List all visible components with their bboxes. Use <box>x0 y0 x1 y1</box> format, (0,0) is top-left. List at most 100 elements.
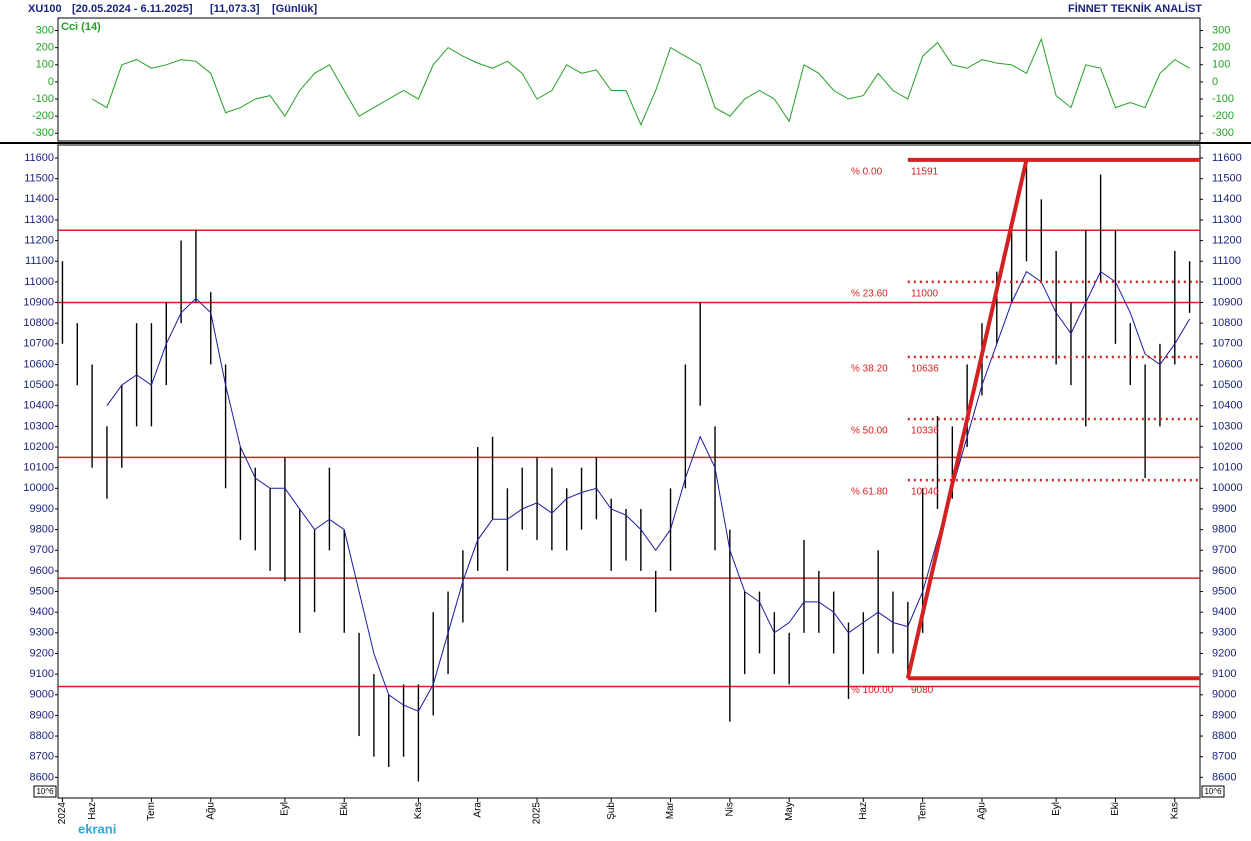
y-tick-label: 300 <box>1212 24 1230 36</box>
y-tick-label: 10300 <box>23 420 54 432</box>
y-tick-label: 11000 <box>24 276 54 288</box>
y-tick-label: 8700 <box>1212 751 1236 763</box>
fib-percent: % 50.00 <box>851 426 888 437</box>
y-tick-label: 9200 <box>1212 647 1236 659</box>
y-tick-label: 10000 <box>1212 482 1243 494</box>
source: FİNNET TEKNİK ANALİST <box>1068 2 1202 15</box>
y-tick-label: 9700 <box>1212 544 1236 556</box>
scale-note: 10^6 <box>1204 787 1222 796</box>
x-tick-label: 2025 <box>532 802 543 825</box>
fib-value: 10336 <box>911 426 939 437</box>
trend-line <box>905 159 1029 679</box>
y-tick-label: 10000 <box>23 482 54 494</box>
y-tick-label: 9900 <box>1212 503 1236 515</box>
y-tick-label: 9100 <box>30 668 54 680</box>
y-tick-label: 9300 <box>1212 627 1236 639</box>
scale-box <box>33 785 57 798</box>
y-tick-label: 8900 <box>1212 709 1236 721</box>
y-tick-label: 11500 <box>24 173 54 185</box>
y-tick-label: 10200 <box>23 441 54 453</box>
y-tick-label: 8700 <box>30 751 54 763</box>
y-tick-label: 11000 <box>1212 276 1242 288</box>
y-tick-label: 10300 <box>1212 420 1243 432</box>
y-tick-label: 9800 <box>30 524 54 536</box>
x-tick-label: Mar <box>665 801 676 819</box>
y-tick-label: -300 <box>1212 127 1234 139</box>
last-price: [11,073.3] <box>210 3 260 15</box>
y-tick-label: 8800 <box>1212 730 1236 742</box>
y-tick-label: 10900 <box>23 296 54 308</box>
y-tick-label: 10800 <box>1212 317 1243 329</box>
x-tick-label: Eki <box>339 802 350 816</box>
x-tick-label: Ağu <box>205 802 216 820</box>
price-panel <box>57 144 1201 799</box>
y-tick-label: 9500 <box>1212 585 1236 597</box>
fib-percent: % 0.00 <box>851 167 883 178</box>
y-tick-label: 10400 <box>23 400 54 412</box>
x-tick-label: Eki <box>1110 802 1121 816</box>
symbol: XU100 <box>28 3 62 15</box>
y-tick-label: 11500 <box>1212 173 1242 185</box>
fib-percent: % 100.00 <box>851 685 894 696</box>
fib-value: 10636 <box>911 364 939 375</box>
y-tick-label: 10600 <box>23 358 54 370</box>
x-tick-label: Ara <box>472 802 483 818</box>
y-tick-label: 8600 <box>1212 771 1236 783</box>
fib-value: 9080 <box>911 685 934 696</box>
x-tick-label: Şub <box>606 802 617 820</box>
y-tick-label: 9200 <box>30 647 54 659</box>
cci-panel <box>57 17 1201 142</box>
y-tick-label: 9600 <box>1212 565 1236 577</box>
y-tick-label: 9300 <box>30 627 54 639</box>
x-tick-label: Kas <box>413 802 424 819</box>
moving-average <box>106 270 1191 712</box>
y-tick-label: 10100 <box>1212 462 1243 474</box>
x-tick-label: Tem <box>146 802 157 821</box>
y-tick-label: 11600 <box>1212 152 1242 164</box>
fib-percent: % 38.20 <box>851 364 888 375</box>
y-tick-label: 10200 <box>1212 441 1243 453</box>
y-tick-label: 10700 <box>23 338 54 350</box>
y-tick-label: 11100 <box>25 255 54 267</box>
x-tick-label: Eyl <box>280 802 291 816</box>
y-tick-label: 100 <box>1212 59 1230 71</box>
y-tick-label: 200 <box>1212 42 1230 54</box>
fib-value: 11000 <box>911 289 939 300</box>
y-tick-label: 0 <box>1212 76 1218 88</box>
y-tick-label: 11300 <box>24 214 54 226</box>
period: [20.05.2024 - 6.11.2025] <box>72 3 193 15</box>
y-tick-label: 11400 <box>1212 193 1242 205</box>
y-tick-label: 100 <box>36 59 54 71</box>
x-tick-label: Haz <box>858 802 869 820</box>
fib-value: 10040 <box>911 487 939 498</box>
y-tick-label: 10400 <box>1212 400 1243 412</box>
y-tick-label: 10500 <box>23 379 54 391</box>
interval: [Günlük] <box>272 3 318 15</box>
watermark: ekrani <box>78 821 116 836</box>
y-tick-label: 9600 <box>30 565 54 577</box>
y-tick-label: 200 <box>36 42 54 54</box>
fib-percent: % 23.60 <box>851 289 888 300</box>
y-tick-label: 10900 <box>1212 296 1243 308</box>
scale-note: 10^6 <box>36 787 54 796</box>
y-tick-label: -200 <box>1212 110 1234 122</box>
y-tick-label: 8900 <box>30 709 54 721</box>
x-tick-label: Tem <box>917 802 928 821</box>
y-tick-label: 8800 <box>30 730 54 742</box>
y-tick-label: 11100 <box>1212 255 1241 267</box>
y-tick-label: 9700 <box>30 544 54 556</box>
y-tick-label: 0 <box>48 76 54 88</box>
y-tick-label: 9400 <box>30 606 54 618</box>
y-tick-label: -300 <box>32 127 54 139</box>
y-tick-label: 9900 <box>30 503 54 515</box>
x-tick-label: 2024 <box>57 802 68 825</box>
y-tick-label: 10100 <box>23 462 54 474</box>
scale-box <box>1201 785 1225 798</box>
fib-percent: % 61.80 <box>851 487 888 498</box>
y-tick-label: 11300 <box>1212 214 1242 226</box>
fib-value: 11591 <box>911 167 939 178</box>
y-tick-label: 300 <box>36 24 54 36</box>
x-tick-label: Nis <box>724 802 735 816</box>
y-tick-label: 9500 <box>30 585 54 597</box>
